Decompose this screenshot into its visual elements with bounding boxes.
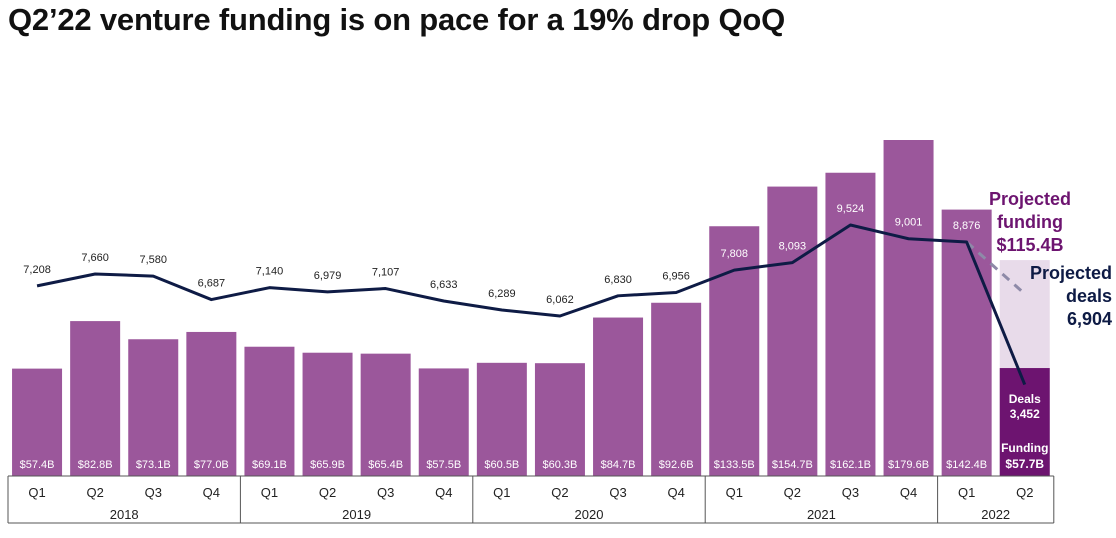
funding-bar-label: $65.9B — [310, 459, 345, 471]
last-deals-word: Deals — [1009, 392, 1041, 406]
funding-bar-label: $84.7B — [601, 459, 636, 471]
funding-bar — [534, 363, 585, 476]
year-label: 2019 — [342, 507, 371, 522]
quarter-label: Q2 — [551, 485, 568, 500]
funding-bar-label: $60.3B — [543, 459, 578, 471]
deals-line — [36, 223, 1027, 386]
funding-bar-label: $133.5B — [714, 459, 755, 471]
funding-bar — [128, 339, 179, 476]
funding-bar — [709, 226, 760, 476]
funding-bar — [244, 346, 295, 476]
deals-label: 7,208 — [23, 264, 51, 276]
quarter-label: Q2 — [86, 485, 103, 500]
projected-funding-label: funding — [997, 212, 1063, 232]
funding-bar — [70, 321, 121, 476]
quarter-label: Q1 — [261, 485, 278, 500]
deals-label: 8,093 — [779, 241, 807, 253]
quarter-label: Q4 — [203, 485, 220, 500]
quarter-label: Q3 — [842, 485, 859, 500]
quarter-label: Q4 — [435, 485, 452, 500]
funding-bar-label: $73.1B — [136, 459, 171, 471]
funding-bar-label: $77.0B — [194, 459, 229, 471]
deals-label: 6,956 — [662, 271, 690, 283]
quarter-label: Q3 — [377, 485, 394, 500]
deals-label: 6,687 — [198, 278, 226, 290]
quarter-label: Q4 — [667, 485, 684, 500]
funding-bar-label: $162.1B — [830, 459, 871, 471]
deals-label: 7,808 — [720, 248, 748, 260]
funding-bar-label: $57.5B — [426, 459, 461, 471]
quarter-label: Q2 — [784, 485, 801, 500]
funding-bar-label: $82.8B — [78, 459, 113, 471]
funding-bar — [360, 353, 411, 476]
last-funding-value: $57.7B — [1005, 457, 1044, 471]
projected-deals-label: Projected — [1030, 263, 1112, 283]
quarter-label: Q4 — [900, 485, 917, 500]
projected-funding-label: $115.4B — [996, 235, 1063, 255]
funding-bar — [999, 368, 1050, 476]
deals-label: 9,001 — [895, 217, 923, 229]
funding-bar — [825, 172, 876, 476]
deals-label: 9,524 — [837, 203, 865, 215]
funding-bar — [302, 352, 353, 476]
funding-bar — [476, 362, 527, 476]
year-label: 2020 — [575, 507, 604, 522]
funding-bar — [651, 302, 702, 476]
funding-bar — [186, 331, 237, 476]
quarter-label: Q2 — [1016, 485, 1033, 500]
quarter-label: Q1 — [493, 485, 510, 500]
deals-label: 6,830 — [604, 274, 632, 286]
quarter-label: Q3 — [609, 485, 626, 500]
deals-label: 6,062 — [546, 294, 574, 306]
projected-deals-label: 6,904 — [1067, 309, 1112, 329]
funding-bar-label: $57.4B — [20, 459, 55, 471]
deals-label: 7,660 — [81, 252, 109, 264]
last-funding-word: Funding — [1001, 441, 1048, 455]
quarter-label: Q2 — [319, 485, 336, 500]
funding-bar-label: $65.4B — [368, 459, 403, 471]
funding-bar-label: $69.1B — [252, 459, 287, 471]
deals-label: 6,289 — [488, 288, 516, 300]
funding-bar-label: $60.5B — [484, 459, 519, 471]
funding-bar — [941, 209, 992, 476]
funding-bar — [593, 317, 644, 476]
deals-label: 8,876 — [953, 220, 981, 232]
chart-title: Q2’22 venture funding is on pace for a 1… — [8, 2, 786, 37]
year-label: 2018 — [110, 507, 139, 522]
deals-label: 6,979 — [314, 270, 342, 282]
projected-deals-line — [965, 240, 1026, 295]
funding-bar — [12, 368, 63, 476]
quarter-label: Q3 — [145, 485, 162, 500]
deals-label: 7,580 — [139, 254, 167, 266]
projected-funding-label: Projected — [989, 189, 1071, 209]
last-deals-value: 3,452 — [1010, 407, 1040, 421]
year-label: 2021 — [807, 507, 836, 522]
funding-bar-label: $179.6B — [888, 459, 929, 471]
funding-bar — [418, 368, 469, 476]
deals-label: 6,633 — [430, 279, 458, 291]
deals-label: 7,107 — [372, 267, 400, 279]
funding-bar — [883, 140, 934, 476]
funding-bar — [767, 186, 818, 477]
quarter-label: Q1 — [28, 485, 45, 500]
funding-bar-label: $92.6B — [659, 459, 694, 471]
deals-label: 7,140 — [256, 266, 284, 278]
funding-bar-label: $142.4B — [946, 459, 987, 471]
year-label: 2022 — [981, 507, 1010, 522]
quarter-label: Q1 — [726, 485, 743, 500]
projected-deals-label: deals — [1066, 286, 1112, 306]
funding-bar-label: $154.7B — [772, 459, 813, 471]
quarter-label: Q1 — [958, 485, 975, 500]
